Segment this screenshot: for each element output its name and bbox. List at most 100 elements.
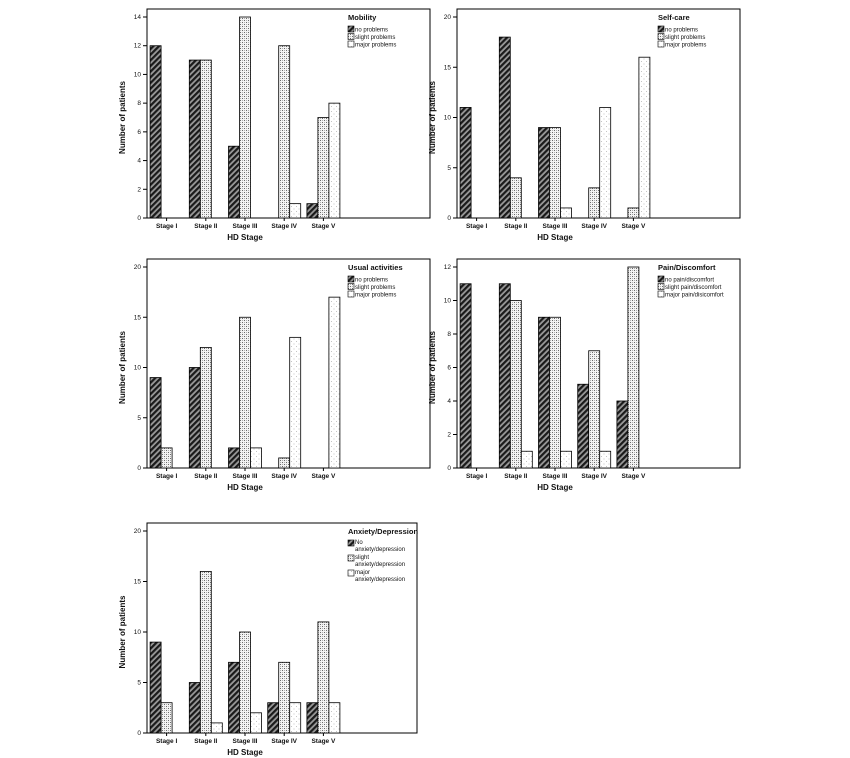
y-tick-label: 0: [447, 465, 451, 472]
y-tick-label: 8: [447, 331, 451, 338]
bar-5-series-2: [317, 621, 330, 734]
bar-3-series-3: [250, 447, 262, 469]
x-tick-label: Stage V: [311, 473, 336, 480]
x-tick-label: Stage I: [466, 223, 488, 230]
bar-3-series-3: [250, 712, 262, 734]
x-tick-label: Stage II: [194, 738, 217, 745]
bar-2-series-1: [188, 59, 201, 219]
y-tick-label: 20: [444, 14, 452, 21]
bar-1-series-2: [160, 702, 173, 734]
bar-2-series-2: [199, 571, 212, 734]
bar-2-series-1: [498, 36, 511, 219]
legend-label-3: major problems: [355, 43, 396, 49]
y-tick-label: 10: [134, 365, 142, 372]
bar-3-series-1: [228, 661, 240, 734]
bar-1-series-1: [149, 641, 162, 734]
bar-1-series-1: [459, 283, 472, 469]
y-tick-label: 10: [444, 298, 452, 305]
chart-panel-3: 0 5 10 15 20 Number of patients HD Stage Stage …: [118, 258, 431, 492]
y-tick-label: 0: [137, 730, 141, 737]
bar-3-series-2: [239, 16, 251, 219]
x-tick-label: Stage III: [233, 738, 258, 745]
bar-4-series-2: [588, 187, 601, 219]
bar-2-series-2: [509, 177, 522, 219]
bar-4-series-3: [289, 203, 302, 219]
x-tick-label: Stage V: [621, 473, 646, 480]
x-tick-label: Stage I: [156, 738, 178, 745]
legend-label-3-line-2: anxiety/depression: [355, 577, 405, 583]
bar-2-series-1: [498, 283, 511, 469]
y-tick-label: 14: [134, 14, 142, 21]
legend-label-1: no problems: [355, 278, 388, 284]
legend-swatch-1: [657, 25, 665, 33]
y-tick-label: 0: [137, 465, 141, 472]
bar-5-series-3: [638, 56, 651, 219]
y-tick-label: 12: [444, 264, 452, 271]
bar-3-series-3: [560, 207, 572, 219]
legend-label-3: major problems: [665, 43, 706, 49]
bar-5-series-3: [328, 102, 341, 219]
legend-swatch-2: [347, 33, 355, 40]
bar-1-series-2: [160, 447, 173, 469]
x-tick-label: Stage V: [311, 223, 336, 230]
x-tick-label: Stage IV: [581, 223, 607, 230]
y-tick-label: 12: [134, 43, 142, 50]
x-tick-label: Stage IV: [271, 738, 297, 745]
y-tick-label: 15: [134, 314, 142, 321]
bar-1-series-1: [149, 377, 162, 469]
y-axis-label: Number of patients: [118, 595, 127, 668]
legend-title: Anxiety/Depression: [348, 527, 418, 536]
x-tick-label: Stage II: [194, 223, 217, 230]
y-tick-label: 2: [137, 186, 141, 193]
legend-title: Usual activities: [348, 263, 403, 272]
x-axis-label: HD Stage: [537, 233, 573, 242]
y-tick-label: 5: [447, 165, 451, 172]
x-tick-label: Stage V: [311, 738, 336, 745]
y-axis-label: Number of patients: [428, 81, 437, 154]
y-tick-label: 5: [137, 680, 141, 687]
legend-label-2: slight problems: [355, 35, 395, 41]
bar-3-series-1: [228, 145, 240, 219]
x-axis-label: HD Stage: [227, 748, 263, 757]
bar-2-series-3: [210, 722, 223, 734]
legend-label-2-line-1: slight: [355, 555, 369, 561]
x-tick-label: Stage I: [156, 223, 178, 230]
bar-5-series-2: [317, 117, 330, 219]
bar-5-series-1: [616, 400, 629, 469]
legend-swatch-3: [657, 290, 665, 298]
bar-5-series-1: [306, 203, 319, 219]
bar-3-series-2: [549, 127, 561, 219]
bar-4-series-2: [278, 661, 291, 734]
legend-label-2: slight problems: [355, 285, 395, 291]
y-tick-label: 0: [447, 215, 451, 222]
bar-2-series-2: [199, 59, 212, 219]
bar-4-series-3: [599, 450, 612, 469]
x-tick-label: Stage II: [194, 473, 217, 480]
legend-label-1-line-1: No: [355, 540, 363, 546]
bar-5-series-2: [627, 266, 640, 469]
y-tick-label: 10: [134, 71, 142, 78]
y-tick-label: 2: [447, 432, 451, 439]
y-tick-label: 6: [447, 365, 451, 372]
bar-4-series-3: [599, 107, 612, 219]
legend-swatch-1: [347, 25, 355, 33]
x-tick-label: Stage III: [233, 473, 258, 480]
legend-label-1-line-2: anxiety/depression: [355, 547, 405, 553]
y-tick-label: 15: [444, 64, 452, 71]
bar-5-series-3: [328, 702, 341, 734]
y-tick-label: 0: [137, 215, 141, 222]
x-tick-label: Stage V: [621, 223, 646, 230]
y-tick-label: 20: [134, 528, 142, 535]
legend-title: Self-care: [658, 13, 690, 22]
legend-swatch-3: [657, 40, 665, 48]
legend-swatch-2: [657, 283, 665, 290]
y-tick-label: 10: [134, 629, 142, 636]
y-tick-label: 4: [137, 158, 141, 165]
bar-4-series-3: [289, 702, 302, 734]
legend-swatch-1: [347, 539, 355, 547]
y-axis-label: Number of patients: [118, 331, 127, 404]
chart-panel-4: 0 2 4 6 8 10 12 Number of patients HD Stage Stage…: [428, 258, 741, 492]
legend-swatch-3: [347, 40, 355, 48]
legend-swatch-1: [347, 275, 355, 283]
